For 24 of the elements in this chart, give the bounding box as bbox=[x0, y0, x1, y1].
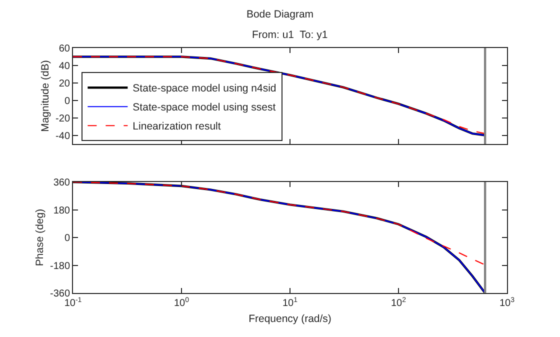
x-axis-title: Frequency (rad/s) bbox=[248, 312, 332, 325]
y-tick-label: 0 bbox=[64, 233, 70, 244]
y-tick-label: -360 bbox=[50, 288, 70, 300]
y-axis-title: Magnitude (dB) bbox=[39, 60, 52, 132]
legend-label: State-space model using ssest bbox=[132, 102, 276, 114]
y-tick-label: 40 bbox=[58, 60, 70, 72]
y-tick-label: 360 bbox=[53, 178, 70, 188]
y-tick-label: 180 bbox=[53, 205, 70, 216]
y-tick-label: -20 bbox=[56, 113, 70, 124]
chart-title: Bode Diagram bbox=[246, 8, 314, 20]
chart-subtitle: From: u1 To: y1 bbox=[252, 29, 328, 41]
y-tick-label: 20 bbox=[58, 78, 70, 90]
x-tick-label: 10$^{2}$ bbox=[390, 296, 406, 309]
x-tick-label: 10$^{1}$ bbox=[282, 296, 298, 309]
y-tick-label: 60 bbox=[58, 44, 70, 54]
y-tick-label: -40 bbox=[56, 130, 70, 142]
x-tick-label: 10$^{0}$ bbox=[174, 296, 190, 309]
y-tick-label: -180 bbox=[50, 260, 70, 272]
x-tick-label: 10$^{-1}$ bbox=[64, 296, 82, 309]
y-axis-title: Phase (deg) bbox=[34, 208, 46, 266]
legend-label: Linearization result bbox=[132, 120, 221, 133]
x-tick-label: 10$^{3}$ bbox=[499, 296, 515, 309]
legend-label: State-space model using n4sid bbox=[132, 82, 276, 95]
y-tick-label: 0 bbox=[64, 96, 70, 107]
